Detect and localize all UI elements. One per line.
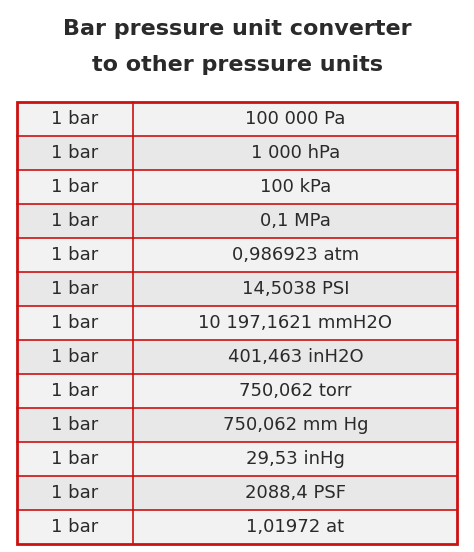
Text: 1 bar: 1 bar — [51, 314, 99, 332]
Text: 100 000 Pa: 100 000 Pa — [245, 110, 346, 128]
Text: 10 197,1621 mmH2O: 10 197,1621 mmH2O — [199, 314, 392, 332]
Text: 1,01972 at: 1,01972 at — [246, 518, 345, 536]
Text: 1 bar: 1 bar — [51, 110, 99, 128]
Text: 401,463 inH2O: 401,463 inH2O — [228, 348, 363, 366]
Text: 750,062 mm Hg: 750,062 mm Hg — [223, 416, 368, 434]
Bar — [17, 306, 457, 340]
Text: 1 bar: 1 bar — [51, 416, 99, 434]
Bar — [17, 204, 457, 238]
Bar — [17, 340, 457, 374]
Bar — [17, 102, 457, 544]
Bar — [17, 170, 457, 204]
Bar — [17, 408, 457, 442]
Text: 2088,4 PSF: 2088,4 PSF — [245, 484, 346, 502]
Bar — [17, 102, 457, 136]
Text: 0,986923 atm: 0,986923 atm — [232, 246, 359, 264]
Bar — [17, 509, 457, 544]
Text: to other pressure units: to other pressure units — [91, 55, 383, 75]
Text: 1 bar: 1 bar — [51, 450, 99, 468]
Bar — [17, 272, 457, 306]
Bar — [17, 374, 457, 408]
Text: 1 bar: 1 bar — [51, 178, 99, 196]
Text: 14,5038 PSI: 14,5038 PSI — [242, 280, 349, 298]
Bar — [17, 136, 457, 170]
Text: 1 000 hPa: 1 000 hPa — [251, 144, 340, 162]
Text: Bar pressure unit converter: Bar pressure unit converter — [63, 19, 411, 39]
Bar — [17, 238, 457, 272]
Text: 1 bar: 1 bar — [51, 246, 99, 264]
Text: 1 bar: 1 bar — [51, 144, 99, 162]
Text: 1 bar: 1 bar — [51, 280, 99, 298]
Bar — [17, 476, 457, 509]
Text: 0,1 MPa: 0,1 MPa — [260, 212, 331, 230]
Text: 100 kPa: 100 kPa — [260, 178, 331, 196]
Text: 1 bar: 1 bar — [51, 212, 99, 230]
Text: 29,53 inHg: 29,53 inHg — [246, 450, 345, 468]
Bar — [17, 442, 457, 476]
Text: 1 bar: 1 bar — [51, 484, 99, 502]
Text: 1 bar: 1 bar — [51, 518, 99, 536]
Text: 1 bar: 1 bar — [51, 348, 99, 366]
Text: 1 bar: 1 bar — [51, 382, 99, 400]
Text: 750,062 torr: 750,062 torr — [239, 382, 352, 400]
